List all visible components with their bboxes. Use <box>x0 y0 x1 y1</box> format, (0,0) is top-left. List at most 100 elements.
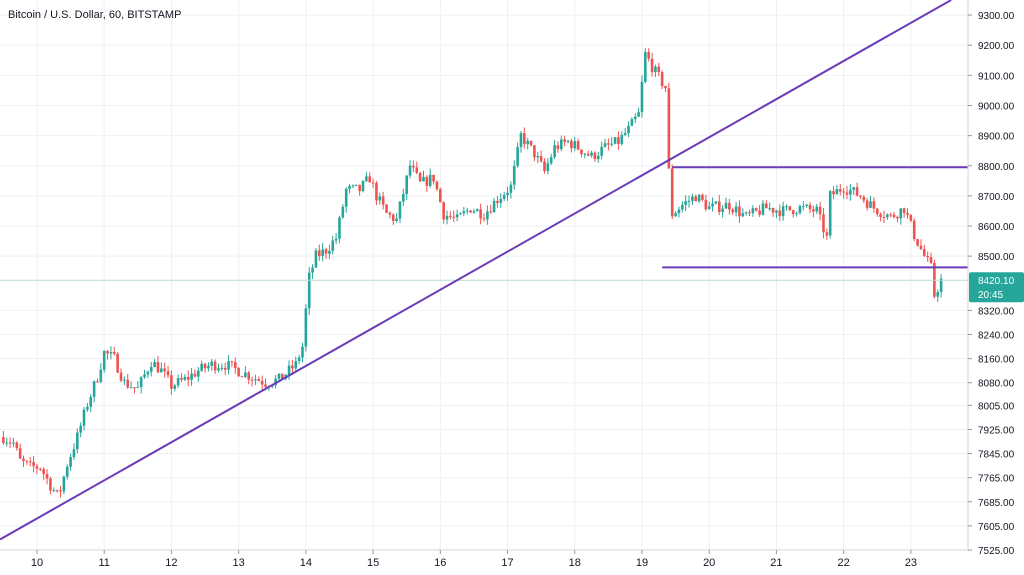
candle-body <box>297 357 301 362</box>
candle-body <box>368 176 372 183</box>
candle-body <box>146 371 150 375</box>
price-label-box <box>969 272 1024 303</box>
candle-body <box>8 442 12 444</box>
candle-body <box>213 361 217 371</box>
candle-body <box>237 367 240 377</box>
candle-body <box>765 203 768 209</box>
candle-body <box>62 476 66 492</box>
candle-body <box>99 369 103 382</box>
candle-body <box>45 474 49 479</box>
x-tick-label: 19 <box>636 557 648 569</box>
candle-body <box>596 155 600 160</box>
candle-body <box>143 374 146 378</box>
candle-body <box>341 206 345 218</box>
candle-body <box>398 201 402 219</box>
candle-body <box>395 218 398 221</box>
candle-body <box>86 406 89 410</box>
candle-body <box>721 208 724 212</box>
candle-body <box>879 214 882 218</box>
y-tick-label: 9000.00 <box>978 101 1015 112</box>
candle-body <box>428 174 432 186</box>
y-tick-label: 9300.00 <box>978 11 1015 22</box>
candle-body <box>344 188 348 207</box>
y-tick-label: 8500.00 <box>978 252 1015 263</box>
candle-body <box>512 165 516 185</box>
candle-body <box>519 133 523 148</box>
candle-body <box>197 370 200 377</box>
candle-body <box>654 66 657 73</box>
candle-body <box>939 278 943 293</box>
candle-body <box>788 206 792 211</box>
x-tick-label: 13 <box>233 557 245 569</box>
candle-body <box>896 217 899 219</box>
candle-body <box>825 232 829 236</box>
candle-body <box>812 209 815 212</box>
candle-body <box>815 206 819 212</box>
x-tick-label: 16 <box>434 557 446 569</box>
candle-body <box>533 145 536 158</box>
candle-body <box>183 377 187 380</box>
candle-body <box>472 211 476 213</box>
candle-body <box>613 137 617 144</box>
candle-body <box>294 361 298 369</box>
candle-body <box>133 387 136 389</box>
candle-body <box>889 214 892 216</box>
candle-body <box>163 368 166 372</box>
candle-body <box>432 174 435 182</box>
y-tick-label: 8800.00 <box>978 162 1015 173</box>
candle-body <box>180 378 183 380</box>
candle-body <box>408 165 412 176</box>
candle-body <box>365 176 368 182</box>
candle-body <box>12 442 15 444</box>
candle-body <box>603 143 607 147</box>
candle-body <box>499 198 503 203</box>
candle-body <box>923 249 926 256</box>
candle-body <box>425 176 429 186</box>
candle-body <box>862 196 866 201</box>
candle-body <box>334 238 338 241</box>
candle-body <box>203 363 207 369</box>
candle-body <box>872 201 876 209</box>
candle-body <box>210 361 214 366</box>
candle-body <box>160 368 163 373</box>
candle-body <box>899 208 903 219</box>
candle-body <box>523 133 526 145</box>
candle-body <box>795 213 798 215</box>
candle-body <box>758 210 761 215</box>
x-tick-label: 12 <box>165 557 177 569</box>
candle-body <box>849 189 852 195</box>
candle-body <box>707 206 711 210</box>
candle-body <box>902 208 906 213</box>
candle-body <box>486 211 489 220</box>
candle-body <box>539 155 543 162</box>
x-tick-label: 21 <box>770 557 782 569</box>
y-tick-label: 9200.00 <box>978 41 1015 52</box>
last-price-label: 8420.10 <box>978 276 1015 287</box>
candle-body <box>882 217 886 219</box>
candle-body <box>657 66 661 73</box>
candle-body <box>136 387 140 389</box>
candle-body <box>818 206 822 215</box>
candle-body <box>264 384 267 387</box>
candle-body <box>422 176 425 182</box>
candle-body <box>728 202 731 210</box>
y-tick-label: 9100.00 <box>978 71 1015 82</box>
candle-body <box>435 181 439 190</box>
candle-body <box>250 379 254 381</box>
candle-body <box>926 255 929 258</box>
candle-body <box>724 202 728 209</box>
candle-body <box>516 147 519 166</box>
y-tick-label: 7685.00 <box>978 498 1015 509</box>
candle-body <box>405 175 408 195</box>
candle-body <box>39 468 42 470</box>
candle-body <box>49 478 52 491</box>
candle-body <box>439 189 442 203</box>
candle-body <box>331 240 335 251</box>
x-tick-label: 20 <box>703 557 715 569</box>
candle-body <box>207 365 210 369</box>
candle-body <box>42 469 45 475</box>
candle-body <box>805 204 808 206</box>
x-tick-label: 23 <box>905 557 917 569</box>
candle-body <box>593 152 597 160</box>
x-tick-label: 22 <box>838 557 850 569</box>
